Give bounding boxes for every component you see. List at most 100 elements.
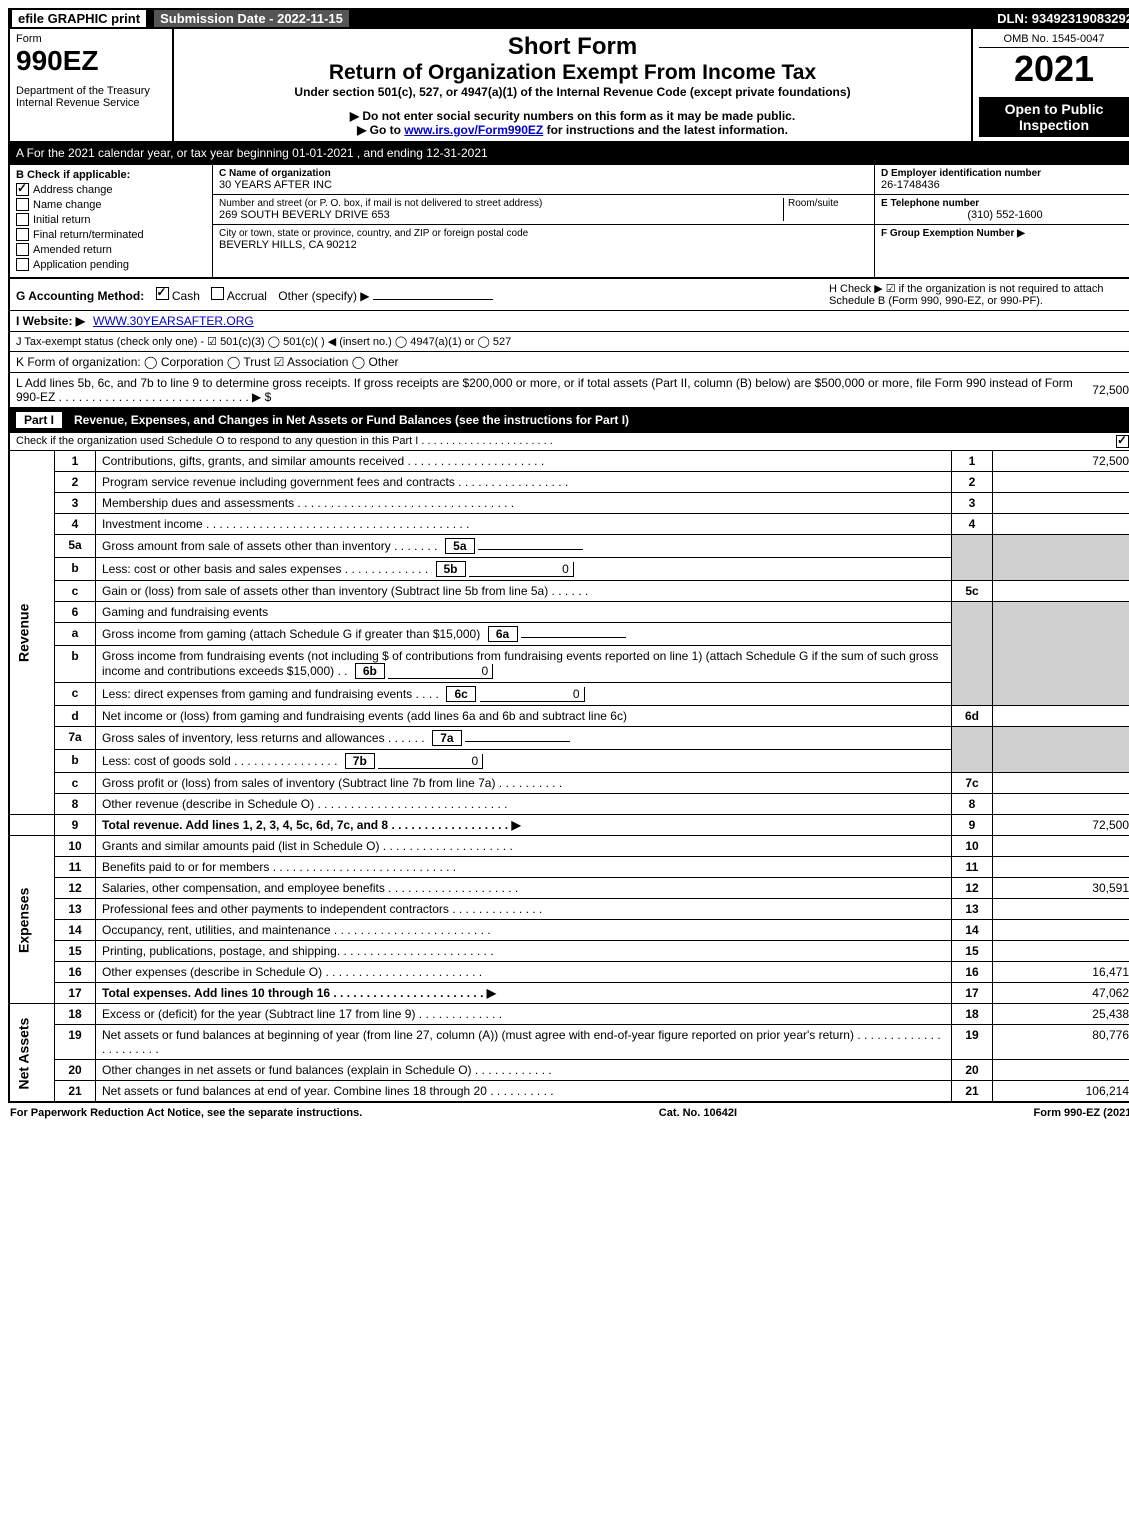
tax-year: 2021 <box>979 48 1129 90</box>
chk-pending-label: Application pending <box>33 259 129 271</box>
org-address: 269 SOUTH BEVERLY DRIVE 653 <box>219 209 783 221</box>
form-label: Form <box>16 33 166 45</box>
l7a-subbox: 7a <box>432 730 462 746</box>
form-header: Form 990EZ Department of the Treasury In… <box>8 29 1129 143</box>
l19-amount: 80,776 <box>993 1025 1129 1060</box>
l10-text: Grants and similar amounts paid (list in… <box>96 836 952 857</box>
l7b-num: b <box>55 750 96 773</box>
row-k: K Form of organization: ◯ Corporation ◯ … <box>10 352 1129 373</box>
section-def: D Employer identification number 26-1748… <box>874 165 1129 277</box>
chk-initial[interactable] <box>16 213 29 226</box>
l18-amount: 25,438 <box>993 1004 1129 1025</box>
l5b-row: Less: cost or other basis and sales expe… <box>96 558 952 581</box>
chk-name[interactable] <box>16 198 29 211</box>
l11-num: 11 <box>55 857 96 878</box>
l18-box: 18 <box>952 1004 993 1025</box>
part1-table: Revenue 1 Contributions, gifts, grants, … <box>8 450 1129 1103</box>
header-left: Form 990EZ Department of the Treasury In… <box>10 29 174 141</box>
l16-text: Other expenses (describe in Schedule O) … <box>96 962 952 983</box>
form-subtitle: Under section 501(c), 527, or 4947(a)(1)… <box>182 85 963 99</box>
l6d-box: 6d <box>952 706 993 727</box>
chk-accrual[interactable] <box>211 287 224 300</box>
l6d-num: d <box>55 706 96 727</box>
l9-text: Total revenue. Add lines 1, 2, 3, 4, 5c,… <box>96 815 952 836</box>
l6a-row: Gross income from gaming (attach Schedul… <box>96 623 952 646</box>
l9-box: 9 <box>952 815 993 836</box>
part1-check[interactable] <box>1116 435 1129 448</box>
l6b-subamt: 0 <box>388 664 493 679</box>
l6d-text: Net income or (loss) from gaming and fun… <box>96 706 952 727</box>
l5c-num: c <box>55 581 96 602</box>
chk-address-label: Address change <box>33 184 113 196</box>
l18-num: 18 <box>55 1004 96 1025</box>
l15-num: 15 <box>55 941 96 962</box>
l5b-num: b <box>55 558 96 581</box>
l6a-text: Gross income from gaming (attach Schedul… <box>102 627 480 641</box>
chk-pending[interactable] <box>16 258 29 271</box>
l5a-subamt <box>478 549 583 550</box>
gray-6-amt <box>993 602 1129 706</box>
l12-amount: 30,591 <box>993 878 1129 899</box>
l15-text: Printing, publications, postage, and shi… <box>96 941 952 962</box>
form-title: Return of Organization Exempt From Incom… <box>182 61 963 85</box>
l14-num: 14 <box>55 920 96 941</box>
l19-text: Net assets or fund balances at beginning… <box>96 1025 952 1060</box>
l7b-subbox: 7b <box>345 753 375 769</box>
l6-num: 6 <box>55 602 96 623</box>
l3-amount <box>993 493 1129 514</box>
part1-check-row: Check if the organization used Schedule … <box>8 433 1129 450</box>
org-city: BEVERLY HILLS, CA 90212 <box>219 239 868 251</box>
l21-box: 21 <box>952 1081 993 1103</box>
top-bar: efile GRAPHIC print Submission Date - 20… <box>8 8 1129 29</box>
accrual-label: Accrual <box>227 289 267 303</box>
l7c-box: 7c <box>952 773 993 794</box>
gray-5 <box>952 535 993 581</box>
l2-amount <box>993 472 1129 493</box>
l12-num: 12 <box>55 878 96 899</box>
l5b-subbox: 5b <box>436 561 466 577</box>
city-label: City or town, state or province, country… <box>219 228 868 239</box>
l6d-amount <box>993 706 1129 727</box>
l7b-subamt: 0 <box>378 754 483 769</box>
chk-amended-label: Amended return <box>33 244 112 256</box>
chk-amended[interactable] <box>16 243 29 256</box>
l7c-num: c <box>55 773 96 794</box>
part1-check-text: Check if the organization used Schedule … <box>16 435 553 448</box>
row-g: G Accounting Method: Cash Accrual Other … <box>16 287 493 303</box>
part1-header: Part I Revenue, Expenses, and Changes in… <box>8 409 1129 433</box>
l13-text: Professional fees and other payments to … <box>96 899 952 920</box>
l12-text: Salaries, other compensation, and employ… <box>96 878 952 899</box>
l6b-subbox: 6b <box>355 663 385 679</box>
tel-label: E Telephone number <box>881 198 1129 209</box>
note2-post: for instructions and the latest informat… <box>543 123 788 137</box>
l13-box: 13 <box>952 899 993 920</box>
l7b-text: Less: cost of goods sold . . . . . . . .… <box>102 754 337 768</box>
l6c-num: c <box>55 683 96 706</box>
l7c-amount <box>993 773 1129 794</box>
org-name: 30 YEARS AFTER INC <box>219 179 868 191</box>
chk-name-label: Name change <box>33 199 102 211</box>
header-right: OMB No. 1545-0047 2021 Open to Public In… <box>973 29 1129 141</box>
l6c-text: Less: direct expenses from gaming and fu… <box>102 687 439 701</box>
website-link[interactable]: WWW.30YEARSAFTER.ORG <box>93 314 254 328</box>
row-l-text: L Add lines 5b, 6c, and 7b to line 9 to … <box>16 376 1084 404</box>
l3-num: 3 <box>55 493 96 514</box>
chk-address[interactable] <box>16 183 29 196</box>
l5a-text: Gross amount from sale of assets other t… <box>102 539 437 553</box>
l6-text: Gaming and fundraising events <box>96 602 952 623</box>
footer-center: Cat. No. 10642I <box>659 1107 737 1119</box>
irs-link[interactable]: www.irs.gov/Form990EZ <box>404 123 543 137</box>
chk-cash[interactable] <box>156 287 169 300</box>
l5c-box: 5c <box>952 581 993 602</box>
l6c-row: Less: direct expenses from gaming and fu… <box>96 683 952 706</box>
l6c-subamt: 0 <box>480 687 585 702</box>
expenses-label: Expenses <box>9 836 55 1004</box>
l17-text: Total expenses. Add lines 10 through 16 … <box>96 983 952 1004</box>
chk-final[interactable] <box>16 228 29 241</box>
header-center: Short Form Return of Organization Exempt… <box>174 29 973 141</box>
l5c-text: Gain or (loss) from sale of assets other… <box>96 581 952 602</box>
l6a-subbox: 6a <box>488 626 518 642</box>
section-c: C Name of organization 30 YEARS AFTER IN… <box>213 165 874 277</box>
addr-label: Number and street (or P. O. box, if mail… <box>219 198 783 209</box>
section-b-label: B Check if applicable: <box>16 169 206 181</box>
